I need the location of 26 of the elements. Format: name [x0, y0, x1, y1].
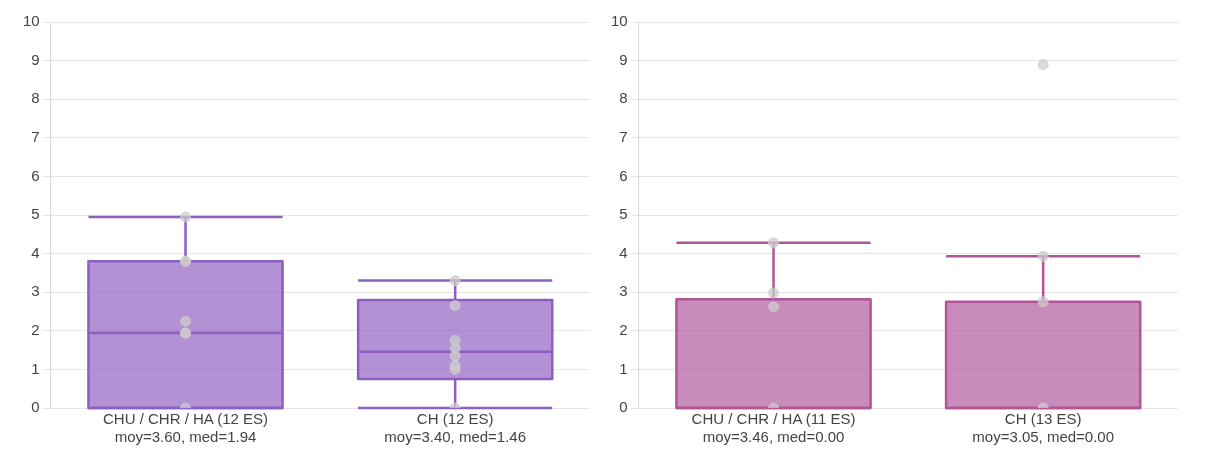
y-tick-label: 4 — [31, 243, 40, 261]
y-tick-label: 1 — [31, 359, 40, 377]
y-tick-label: 5 — [31, 205, 40, 223]
y-tick-label: 3 — [619, 282, 628, 300]
y-tick-label: 2 — [619, 320, 628, 338]
x-tick-label: CHU / CHR / HA (12 ES) moy=3.60, med=1.94 — [103, 410, 269, 446]
y-tick-label: 9 — [619, 50, 628, 68]
y-tick-label: 0 — [31, 398, 40, 416]
y-tick-label: 3 — [31, 282, 40, 300]
y-tick-label: 2 — [31, 320, 40, 338]
y-tick-label: 6 — [619, 166, 628, 184]
y-tick-label: 7 — [619, 127, 628, 145]
x-tick-label: CH (13 ES) moy=3.05, med=0.00 — [972, 410, 1115, 446]
x-tick-label: CH (12 ES) moy=3.40, med=1.46 — [384, 410, 527, 446]
y-tick-label: 1 — [619, 359, 628, 377]
y-tick-label: 0 — [619, 398, 628, 416]
y-tick-label: 4 — [619, 243, 628, 261]
y-tick-label: 8 — [31, 89, 40, 107]
y-tick-label: 7 — [31, 127, 40, 145]
y-tick-label: 5 — [619, 205, 628, 223]
y-tick-label: 8 — [619, 89, 628, 107]
y-tick-label: 6 — [31, 166, 40, 184]
y-tick-label: 10 — [23, 12, 40, 30]
x-tick-label: CHU / CHR / HA (11 ES) moy=3.46, med=0.00 — [691, 410, 856, 446]
y-tick-label: 9 — [31, 50, 40, 68]
y-tick-label: 10 — [611, 12, 628, 30]
